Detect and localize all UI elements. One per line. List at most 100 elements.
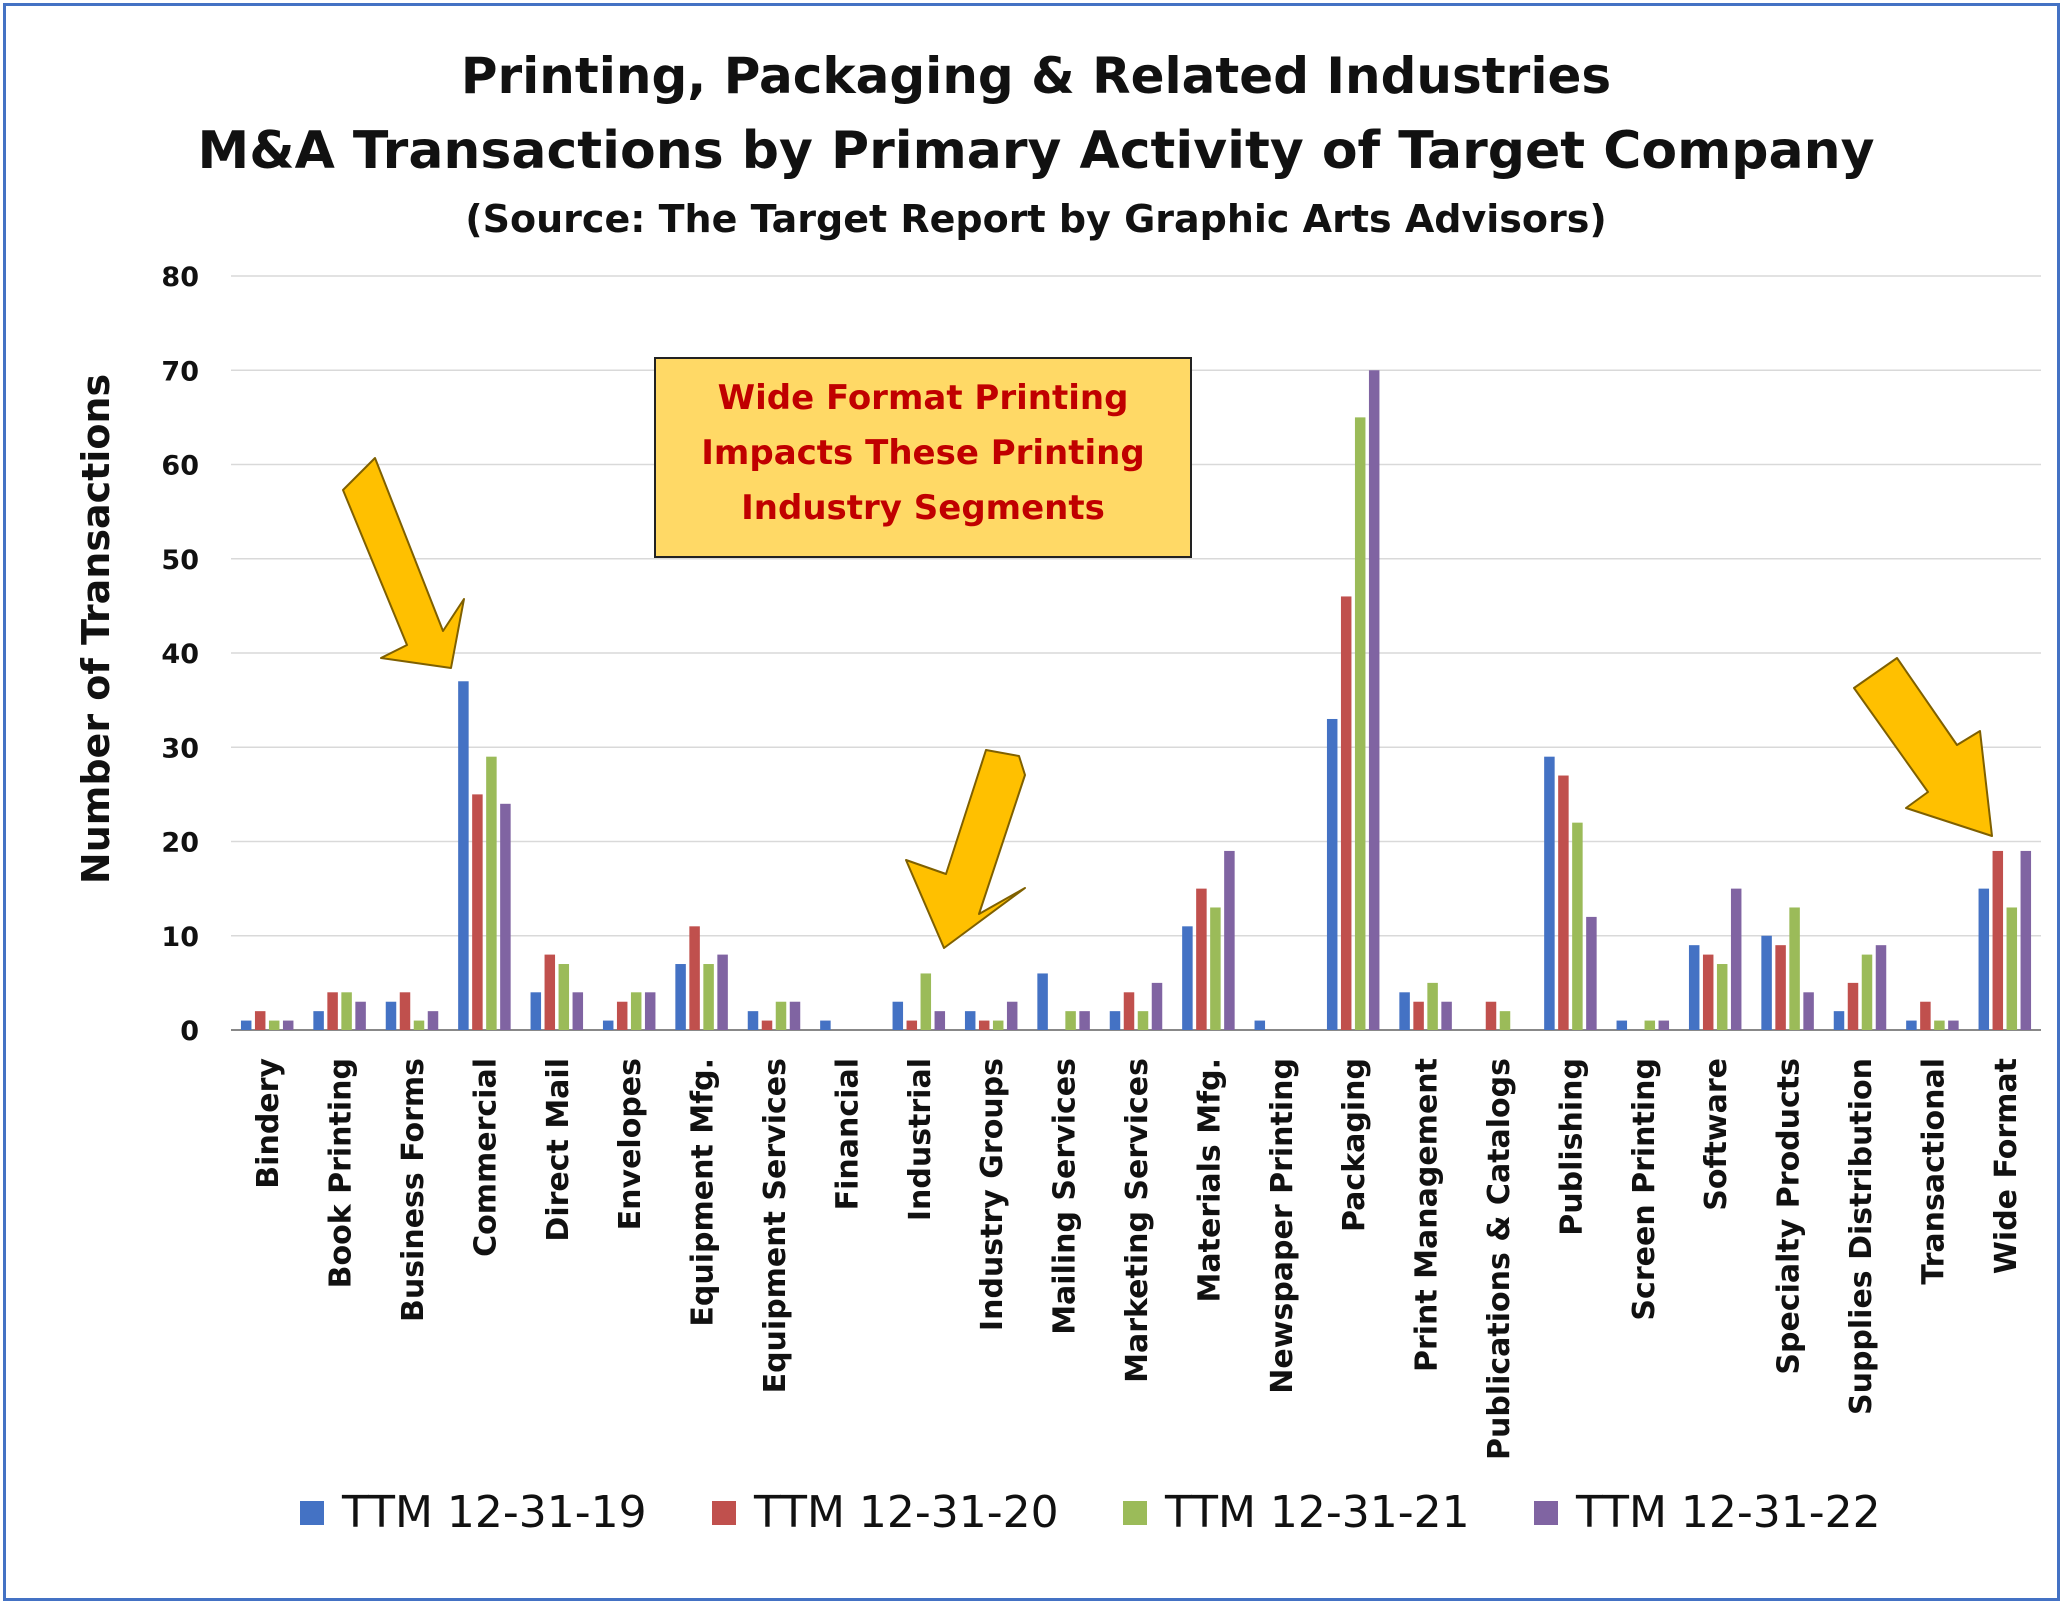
bar-marketing-services-series-2 xyxy=(1123,992,1135,1030)
bar-bindery-series-4 xyxy=(282,1020,294,1030)
x-tick-label-industrial: Industrial xyxy=(903,1058,938,1221)
legend-swatch-series-3 xyxy=(1123,1501,1147,1525)
bar-publishing-series-1 xyxy=(1544,756,1555,1030)
y-tick-label: 50 xyxy=(161,545,199,576)
bar-print-management-series-4 xyxy=(1441,1001,1452,1030)
legend-label-series-4: TTM 12-31-22 xyxy=(1575,1487,1881,1538)
bar-screen-printing-series-3 xyxy=(1644,1020,1656,1030)
bar-marketing-services-series-3 xyxy=(1137,1011,1149,1030)
bar-screen-printing-series-1 xyxy=(1616,1020,1628,1030)
bar-envelopes-series-4 xyxy=(644,992,656,1030)
bar-publications-and-catalogs-series-2 xyxy=(1485,1001,1497,1030)
bar-supplies-distribution-series-1 xyxy=(1833,1011,1845,1030)
bar-equipment-mfg-series-1 xyxy=(675,964,686,1030)
bar-financial-series-1 xyxy=(820,1020,831,1030)
callout-rect xyxy=(654,357,1192,558)
bar-materials-mfg-series-2 xyxy=(1196,888,1207,1030)
bars xyxy=(240,370,2032,1030)
legend-label-series-1: TTM 12-31-19 xyxy=(341,1487,647,1538)
x-tick-label-business-forms: Business Forms xyxy=(396,1058,431,1322)
bar-mailing-services-series-4 xyxy=(1079,1011,1090,1030)
arrow-wide-format xyxy=(1853,657,1993,837)
y-tick-label: 10 xyxy=(161,922,199,953)
y-axis-ticks: 0 10 20 30 40 50 60 70 80 xyxy=(161,262,199,1047)
legend-swatch-series-2 xyxy=(712,1501,736,1525)
bar-wide-format-series-3 xyxy=(2006,907,2018,1030)
bar-industry-groups-series-1 xyxy=(964,1011,976,1030)
bar-publishing-series-2 xyxy=(1558,775,1569,1030)
x-tick-label-transactional: Transactional xyxy=(1916,1058,1951,1285)
bar-business-forms-series-1 xyxy=(385,1001,397,1030)
bar-envelopes-series-2 xyxy=(616,1001,628,1030)
bar-equipment-services-series-2 xyxy=(761,1020,773,1030)
legend-label-series-3: TTM 12-31-21 xyxy=(1164,1487,1470,1538)
callout-box: Wide Format Printing Impacts These Print… xyxy=(654,357,1192,558)
bar-materials-mfg-series-3 xyxy=(1210,907,1221,1030)
x-tick-label-direct-mail: Direct Mail xyxy=(541,1058,576,1242)
bar-transactional-series-3 xyxy=(1934,1020,1945,1030)
bar-print-management-series-3 xyxy=(1427,982,1438,1030)
bar-packaging-series-2 xyxy=(1340,596,1352,1030)
bar-business-forms-series-3 xyxy=(413,1020,425,1030)
x-tick-label-mailing-services: Mailing Services xyxy=(1048,1058,1083,1335)
arrow-commercial xyxy=(342,457,465,669)
x-tick-label-specialty-products: Specialty Products xyxy=(1772,1058,1807,1375)
bar-packaging-series-4 xyxy=(1368,370,1380,1030)
bar-supplies-distribution-series-4 xyxy=(1875,945,1887,1030)
x-tick-label-equipment-services: Equipment Services xyxy=(758,1058,793,1393)
y-tick-label: 70 xyxy=(161,356,199,387)
bar-equipment-mfg-series-2 xyxy=(689,926,700,1030)
bar-equipment-mfg-series-4 xyxy=(717,954,728,1030)
bar-direct-mail-series-2 xyxy=(544,954,556,1030)
x-tick-label-marketing-services: Marketing Services xyxy=(1120,1058,1155,1383)
y-tick-label: 60 xyxy=(161,451,199,482)
bar-equipment-services-series-1 xyxy=(747,1011,759,1030)
bar-equipment-mfg-series-3 xyxy=(703,964,714,1030)
bar-wide-format-series-2 xyxy=(1992,850,2004,1030)
bar-materials-mfg-series-4 xyxy=(1224,850,1235,1030)
chart-title: Printing, Packaging & Related Industries xyxy=(461,47,1611,105)
bar-book-printing-series-1 xyxy=(313,1011,324,1030)
legend: TTM 12-31-19 TTM 12-31-20 TTM 12-31-21 TTM … xyxy=(300,1487,1881,1538)
bar-industry-groups-series-4 xyxy=(1006,1001,1018,1030)
chart-frame: Printing, Packaging & Related Industries… xyxy=(3,3,2060,1601)
bar-book-printing-series-4 xyxy=(355,1001,366,1030)
bar-screen-printing-series-4 xyxy=(1658,1020,1670,1030)
bar-book-printing-series-2 xyxy=(327,992,338,1030)
legend-label-series-2: TTM 12-31-20 xyxy=(753,1487,1059,1538)
bar-commercial-series-4 xyxy=(500,803,511,1030)
bar-software-series-1 xyxy=(1688,945,1700,1030)
bar-materials-mfg-series-1 xyxy=(1182,926,1193,1030)
x-tick-label-equipment-mfg: Equipment Mfg. xyxy=(686,1058,721,1327)
arrow-industrial xyxy=(905,749,1026,949)
bar-print-management-series-1 xyxy=(1399,992,1410,1030)
bar-industrial-series-2 xyxy=(906,1020,918,1030)
bar-commercial-series-3 xyxy=(486,756,497,1030)
x-tick-label-industry-groups: Industry Groups xyxy=(975,1058,1010,1331)
chart-source: (Source: The Target Report by Graphic Ar… xyxy=(465,197,1606,241)
bar-wide-format-series-1 xyxy=(1978,888,1990,1030)
bar-packaging-series-1 xyxy=(1326,718,1338,1030)
bar-bindery-series-2 xyxy=(254,1011,266,1030)
callout-line-1: Wide Format Printing xyxy=(718,378,1129,418)
x-tick-label-publications-and-catalogs: Publications & Catalogs xyxy=(1482,1058,1517,1460)
bar-industrial-series-4 xyxy=(934,1011,946,1030)
bar-bindery-series-3 xyxy=(268,1020,280,1030)
bar-commercial-series-1 xyxy=(458,681,469,1030)
bar-specialty-products-series-3 xyxy=(1789,907,1800,1030)
y-tick-label: 40 xyxy=(161,639,199,670)
bar-industry-groups-series-2 xyxy=(978,1020,990,1030)
x-tick-label-software: Software xyxy=(1699,1058,1734,1211)
y-tick-label: 30 xyxy=(161,733,199,764)
bar-equipment-services-series-4 xyxy=(789,1001,801,1030)
y-axis-label: Number of Transactions xyxy=(74,374,118,884)
bar-newspaper-printing-series-1 xyxy=(1254,1020,1266,1030)
bar-transactional-series-1 xyxy=(1906,1020,1917,1030)
x-tick-label-materials-mfg: Materials Mfg. xyxy=(1192,1058,1227,1302)
x-tick-label-bindery: Bindery xyxy=(251,1058,286,1189)
bar-transactional-series-2 xyxy=(1920,1001,1931,1030)
bar-bindery-series-1 xyxy=(240,1020,252,1030)
x-tick-label-publishing: Publishing xyxy=(1554,1058,1589,1236)
bar-transactional-series-4 xyxy=(1948,1020,1959,1030)
bar-specialty-products-series-2 xyxy=(1775,945,1786,1030)
